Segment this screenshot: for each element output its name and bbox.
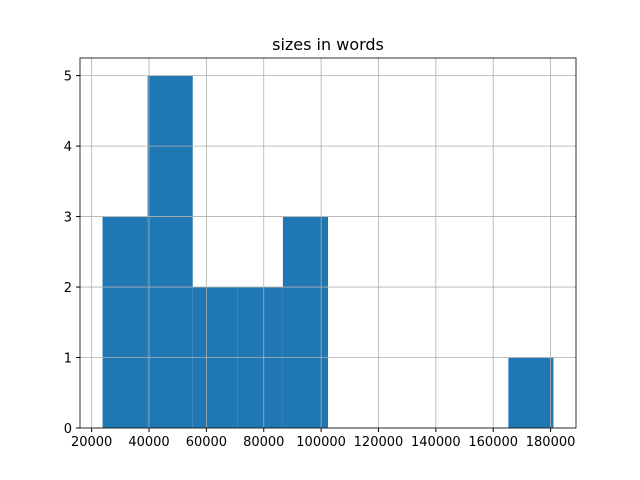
y-tick-label: 5 (64, 70, 72, 85)
y-tick-label: 3 (64, 211, 72, 226)
bar (508, 357, 554, 428)
y-tick-label: 2 (64, 281, 72, 296)
y-tick-label: 4 (64, 140, 72, 155)
x-tick-label: 100000 (296, 435, 346, 450)
bar (282, 216, 328, 428)
x-tick-label: 20000 (71, 435, 112, 450)
y-tick-label: 1 (64, 352, 72, 367)
x-tick-label: 120000 (354, 435, 404, 450)
x-tick-label: 140000 (411, 435, 461, 450)
y-tick-label: 0 (64, 422, 72, 437)
x-tick-label: 160000 (468, 435, 518, 450)
chart-title: sizes in words (272, 35, 384, 54)
x-tick-label: 80000 (243, 435, 284, 450)
x-tick-label: 40000 (128, 435, 169, 450)
x-tick-label: 180000 (526, 435, 576, 450)
bar (147, 75, 193, 428)
x-tick-label: 60000 (186, 435, 227, 450)
axes-frame (79, 57, 577, 429)
bar (102, 216, 148, 428)
